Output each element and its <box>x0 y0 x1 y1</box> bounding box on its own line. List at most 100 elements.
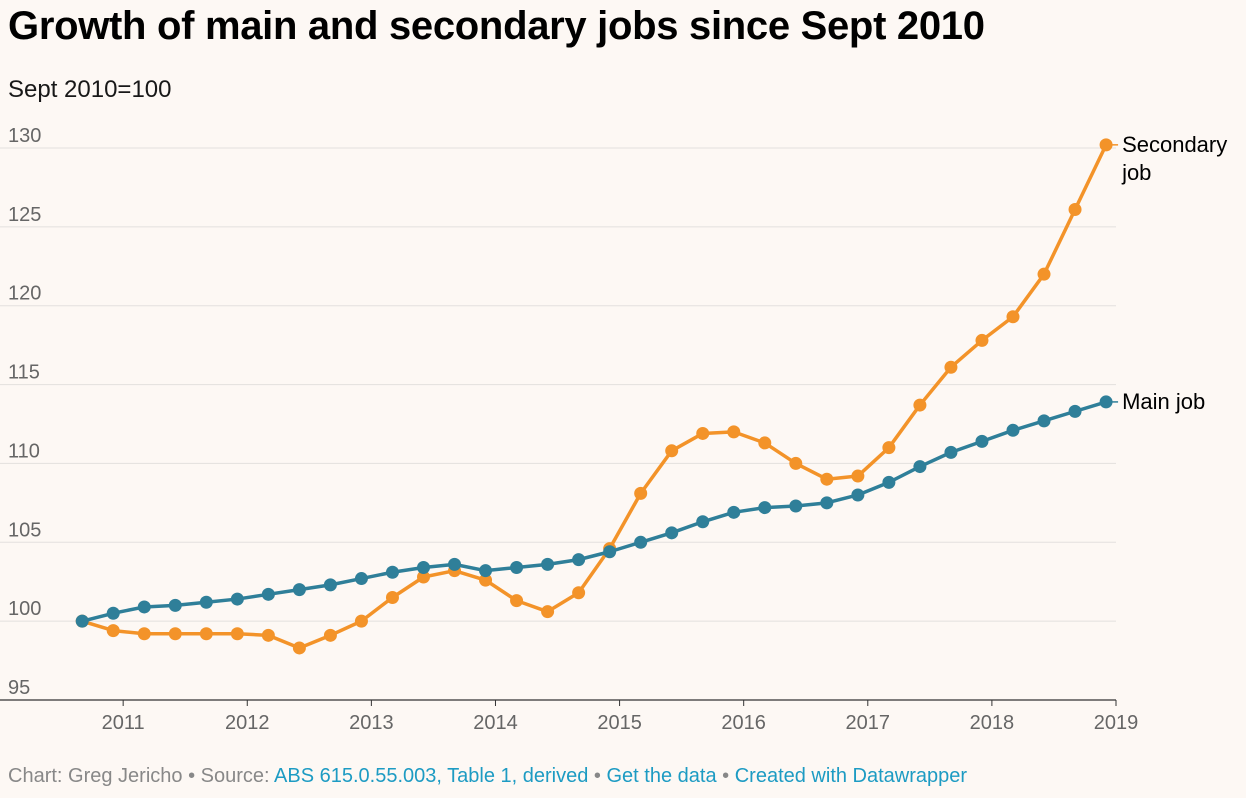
main-job-point[interactable] <box>944 445 958 459</box>
secondary-job-label-line: Secondary <box>1122 132 1227 157</box>
main-job-point[interactable] <box>261 587 275 601</box>
secondary-job-point[interactable] <box>634 486 648 500</box>
main-job-point[interactable] <box>789 499 803 513</box>
secondary-job-point[interactable] <box>354 614 368 628</box>
main-job-point[interactable] <box>385 565 399 579</box>
main-job-point[interactable] <box>137 600 151 614</box>
main-job-point[interactable] <box>168 598 182 612</box>
series-labels: Secondary job Main job <box>1112 132 1227 414</box>
secondary-job-point[interactable] <box>758 436 772 450</box>
main-job-point[interactable] <box>75 614 89 628</box>
secondary-job-point[interactable] <box>913 398 927 412</box>
main-job-point[interactable] <box>510 561 524 575</box>
secondary-job-point[interactable] <box>975 333 989 347</box>
main-job-point[interactable] <box>696 515 710 529</box>
main-job-point[interactable] <box>851 488 865 502</box>
main-job-point[interactable] <box>292 583 306 597</box>
footer-separator: • <box>188 765 196 787</box>
get-data-link[interactable]: Get the data <box>606 765 717 787</box>
x-tick-label: 2018 <box>970 712 1015 734</box>
main-job-point[interactable] <box>882 475 896 489</box>
secondary-job-point[interactable] <box>385 590 399 604</box>
secondary-job-point[interactable] <box>820 472 834 486</box>
chart-subtitle: Sept 2010=100 <box>8 76 172 103</box>
secondary-job-point[interactable] <box>168 627 182 641</box>
main-job-point[interactable] <box>758 501 772 515</box>
secondary-job-point[interactable] <box>106 624 120 638</box>
main-job-label-line: Main job <box>1122 389 1205 414</box>
y-tick-label: 110 <box>8 440 40 462</box>
secondary-job-point[interactable] <box>230 627 244 641</box>
y-tick-label: 125 <box>8 204 41 226</box>
secondary-job-point[interactable] <box>199 627 213 641</box>
main-job-point[interactable] <box>416 561 430 575</box>
secondary-job-point[interactable] <box>1037 267 1051 281</box>
datawrapper-link[interactable]: Created with Datawrapper <box>734 765 968 787</box>
x-tick-label: 2019 <box>1094 712 1139 734</box>
secondary-job-point[interactable] <box>851 469 865 483</box>
secondary-job-point[interactable] <box>416 570 430 584</box>
main-job-point[interactable] <box>727 505 741 519</box>
y-tick-label: 100 <box>8 598 41 620</box>
source-link[interactable]: ABS 615.0.55.003, Table 1, derived <box>274 765 589 787</box>
y-tick-label: 105 <box>8 519 41 541</box>
main-job-point[interactable] <box>448 557 462 571</box>
main-job-point[interactable] <box>603 545 617 559</box>
secondary-job-line <box>80 143 1108 650</box>
x-tick-label: 2014 <box>473 712 518 734</box>
main-job-point[interactable] <box>354 572 368 586</box>
secondary-job-point[interactable] <box>1099 138 1113 152</box>
chart-credit: Chart: Greg Jericho <box>8 765 183 787</box>
secondary-job-point[interactable] <box>261 628 275 642</box>
main-job-point[interactable] <box>1006 423 1020 437</box>
main-job-point[interactable] <box>230 592 244 606</box>
secondary-job-point[interactable] <box>727 425 741 439</box>
main-job-point[interactable] <box>820 496 834 510</box>
secondary-job-label-line: job <box>1121 160 1151 185</box>
y-tick-label: 95 <box>8 677 30 699</box>
main-job-line <box>80 400 1108 623</box>
main-job-point[interactable] <box>541 557 555 571</box>
x-tick-label: 2016 <box>721 712 766 734</box>
secondary-job-point[interactable] <box>572 586 586 600</box>
secondary-job-point[interactable] <box>137 627 151 641</box>
footer-separator: • <box>722 765 730 787</box>
source-prefix: Source: <box>200 765 270 787</box>
x-tick-label: 2015 <box>597 712 642 734</box>
main-job-point[interactable] <box>572 553 586 567</box>
secondary-job-point[interactable] <box>696 426 710 440</box>
main-job-point[interactable] <box>1099 395 1113 409</box>
secondary-job-point[interactable] <box>510 594 524 608</box>
main-job-point[interactable] <box>479 564 493 578</box>
main-job-point[interactable] <box>323 578 337 592</box>
main-job-point[interactable] <box>1068 404 1082 418</box>
main-job-point[interactable] <box>106 606 120 620</box>
series-lines <box>75 138 1113 655</box>
x-axis-ticks: 2011 2012 2013 2014 2015 2016 2017 2018 2019 <box>102 700 1139 734</box>
secondary-job-point[interactable] <box>541 605 555 619</box>
gridlines <box>0 147 1116 701</box>
chart-footer: Chart: Greg Jericho • Source: ABS 615.0.… <box>8 765 967 788</box>
y-tick-label: 130 <box>8 125 41 147</box>
secondary-job-point[interactable] <box>944 360 958 374</box>
secondary-job-series <box>75 138 1113 655</box>
main-job-point[interactable] <box>199 595 213 609</box>
y-axis-ticks: 95 100 105 110 115 120 125 130 <box>8 125 41 699</box>
secondary-job-point[interactable] <box>789 456 803 470</box>
y-tick-label: 120 <box>8 283 41 305</box>
main-job-point[interactable] <box>634 535 648 549</box>
secondary-job-point[interactable] <box>323 628 337 642</box>
secondary-job-point[interactable] <box>1068 203 1082 217</box>
main-job-label: Main job <box>1122 389 1205 414</box>
secondary-job-point[interactable] <box>882 441 896 455</box>
main-job-point[interactable] <box>1037 414 1051 428</box>
secondary-job-point[interactable] <box>292 641 306 655</box>
x-tick-label: 2013 <box>349 712 394 734</box>
main-job-point[interactable] <box>975 434 989 448</box>
secondary-job-point[interactable] <box>479 573 493 587</box>
secondary-job-point[interactable] <box>1006 310 1020 324</box>
x-tick-label: 2012 <box>225 712 270 734</box>
main-job-point[interactable] <box>665 526 679 540</box>
secondary-job-point[interactable] <box>665 444 679 458</box>
main-job-point[interactable] <box>913 460 927 474</box>
